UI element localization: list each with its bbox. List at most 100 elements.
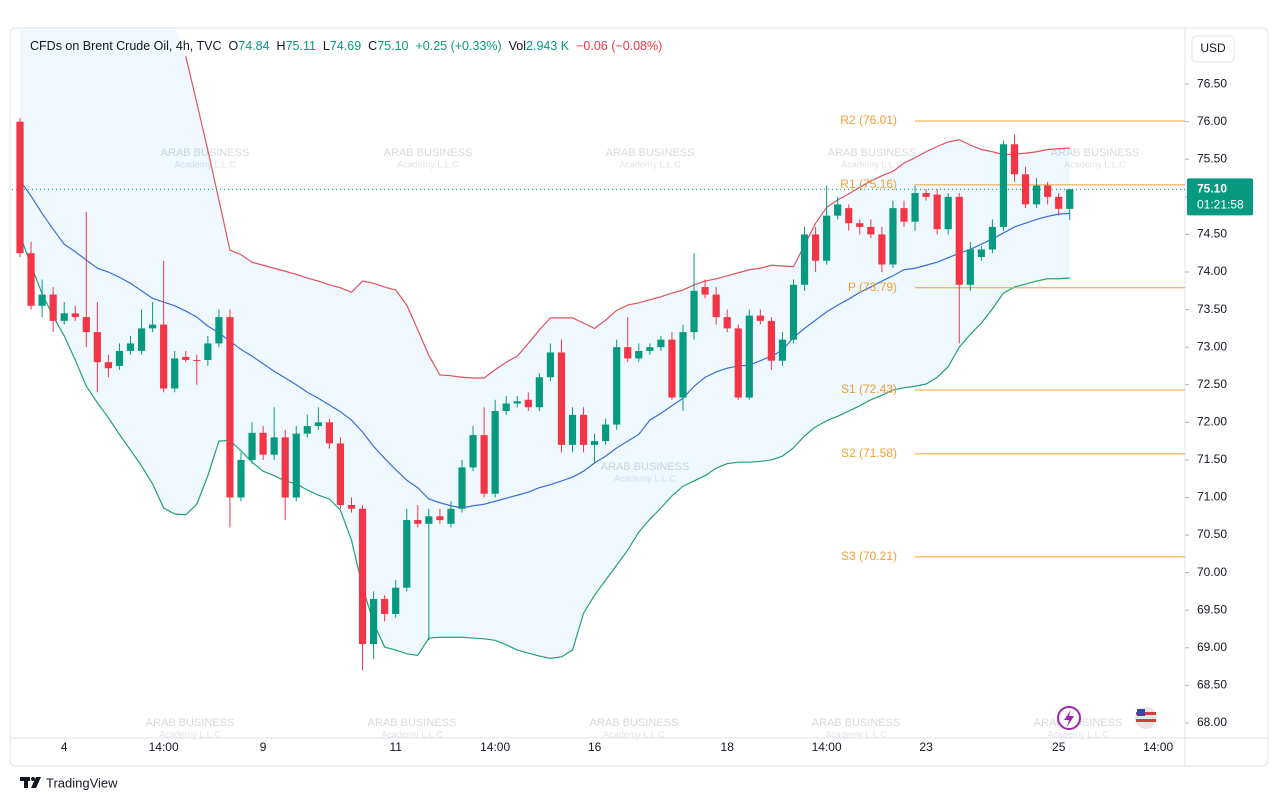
x-tick-label: 23 (919, 740, 933, 754)
candle-body (701, 287, 709, 295)
candle-body (93, 332, 101, 363)
candle-body (193, 359, 201, 361)
brand-name: TradingView (46, 775, 118, 790)
candle-body (557, 352, 566, 445)
y-tick-label: 72.00 (1197, 415, 1227, 429)
candle-body (414, 520, 422, 524)
axes: 68.00 68.50 69.00 69.50 70.00 70.50 71.00 71.50… (61, 76, 1253, 754)
y-tick-label: 76.50 (1197, 76, 1227, 90)
candle-body (137, 328, 146, 351)
stat-key: C (368, 39, 378, 53)
candle-body (745, 315, 753, 398)
candle-body (1066, 189, 1074, 209)
candle-body (767, 320, 775, 361)
x-tick-label: 14:00 (812, 740, 842, 754)
candle-body (668, 339, 676, 398)
band-line (19, 179, 1070, 509)
candle-body (104, 362, 112, 369)
y-tick-label: 74.00 (1197, 264, 1227, 278)
stat-value: +0.25 (+0.33%) (415, 39, 502, 53)
stat-value: 74.84 (238, 39, 270, 53)
candle-body (646, 347, 654, 351)
band-line (185, 56, 1070, 379)
candle-body (1010, 144, 1019, 175)
x-tick-label: 18 (721, 740, 735, 754)
candle-body (933, 194, 941, 230)
brand-logo (31, 777, 35, 781)
candle-body (149, 324, 157, 329)
candle-body (160, 324, 168, 389)
stat-value: 75.10 (377, 39, 409, 53)
candle-body (734, 328, 742, 398)
candle-body (679, 332, 687, 398)
candle-body (812, 234, 820, 261)
watermark-title: ARAB BUSINESS (368, 717, 457, 729)
candle-body (259, 432, 267, 455)
candle-body (635, 350, 643, 359)
currency-box[interactable] (1191, 35, 1235, 63)
candle-body (966, 249, 974, 285)
candle-body (314, 422, 322, 427)
watermark-title: ARAB BUSINESS (606, 147, 695, 159)
candle-body (524, 399, 532, 408)
y-tick-label: 70.00 (1197, 565, 1227, 579)
candle-body (115, 350, 124, 366)
watermark-subtitle: Academy L.L.C (381, 729, 443, 739)
candle-body (292, 433, 300, 498)
watermark-title: ARAB BUSINESS (590, 717, 679, 729)
candle-body (171, 358, 179, 389)
pivot-label: S1 (72.43) (841, 382, 897, 396)
y-tick-label: 75.50 (1197, 151, 1227, 165)
candle-body (568, 414, 577, 445)
candle-body (613, 347, 621, 425)
countdown: 01:21:58 (1197, 198, 1244, 212)
candle-body (900, 208, 908, 222)
candle-body (834, 204, 842, 216)
y-tick-label: 71.00 (1197, 490, 1227, 504)
watermark-subtitle: Academy L.L.C (1064, 159, 1126, 169)
x-tick-label: 25 (1052, 740, 1066, 754)
candle-body (944, 196, 952, 230)
candle-body (624, 347, 632, 359)
y-tick-label: 68.00 (1197, 715, 1227, 729)
candle-body (182, 356, 190, 360)
candle-body (723, 317, 731, 329)
pivot-label: R2 (76.01) (840, 113, 897, 127)
watermark-subtitle: Academy L.L.C (825, 729, 887, 739)
candle-body (778, 339, 787, 361)
candle-body (977, 249, 985, 257)
candle-body (204, 343, 212, 360)
stat-key: Vol (508, 39, 527, 53)
candle-body (491, 411, 499, 494)
candle-body (1055, 196, 1063, 209)
pivot-label: S3 (70.21) (841, 549, 897, 563)
candle-body (1033, 185, 1041, 205)
watermark-subtitle: Academy L.L.C (397, 159, 459, 169)
y-tick-label: 69.00 (1197, 640, 1227, 654)
candle-body (657, 339, 665, 348)
price-tag (1187, 178, 1253, 216)
candle-body (823, 215, 831, 261)
stat-value: 74.69 (329, 39, 362, 53)
candle-body (370, 598, 378, 645)
candle-body (358, 508, 367, 645)
candle-body (270, 437, 278, 455)
stat-value: 2.943 K (526, 39, 570, 53)
candle-body (336, 443, 345, 506)
candle-body (591, 441, 599, 445)
candle-body (303, 426, 311, 434)
watermark-subtitle: Academy L.L.C (1047, 729, 1109, 739)
candle-body (27, 253, 35, 306)
plot-area: R2 (76.01) R1 (75.16) P (73.79) S1 (72.43) S… (12, 30, 1185, 671)
candle-body (789, 284, 798, 340)
watermark-title: ARAB BUSINESS (384, 147, 473, 159)
candle-body (535, 377, 543, 408)
pivot-label: R1 (75.16) (840, 177, 897, 191)
y-tick-label: 68.50 (1197, 678, 1227, 692)
candle-body (502, 403, 510, 412)
watermark-subtitle: Academy L.L.C (174, 159, 236, 169)
watermark-subtitle: Academy L.L.C (841, 159, 903, 169)
candle-body (889, 208, 897, 265)
